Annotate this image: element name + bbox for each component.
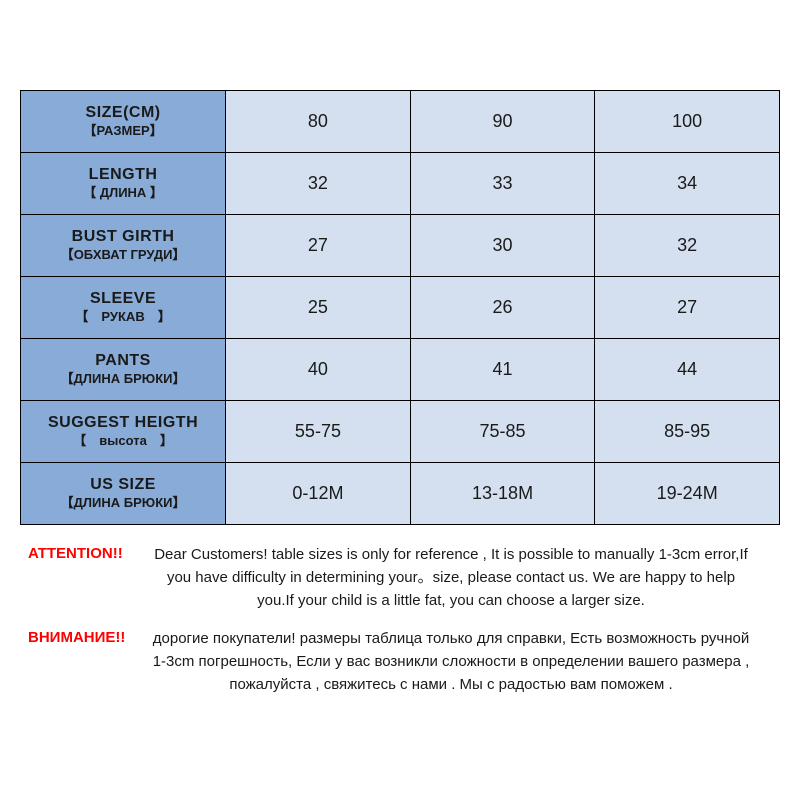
row-header-main: SIZE(CM) [22,104,224,122]
table-row: PANTS 【ДЛИНА БРЮКИ】404144 [21,338,780,400]
row-header-sub: 【 РУКАВ 】 [22,310,224,325]
data-cell: 27 [595,276,780,338]
row-header-sub: 【 высота 】 [22,434,224,449]
data-cell: 34 [595,152,780,214]
row-header-sub: 【ДЛИНА БРЮКИ】 [22,496,224,511]
note-en: ATTENTION!! Dear Customers! table sizes … [20,543,780,613]
row-header-main: SUGGEST HEIGTH [22,414,224,432]
row-header-sub: 【ОБХВАТ ГРУДИ】 [22,248,224,263]
size-chart-container: SIZE(CM)【РАЗМЕР】8090100LENGTH【 ДЛИНА 】32… [20,90,780,711]
data-cell: 27 [226,214,411,276]
data-cell: 30 [410,214,595,276]
row-header: SUGGEST HEIGTH 【 высота 】 [21,400,226,462]
data-cell: 13-18M [410,462,595,524]
data-cell: 40 [226,338,411,400]
row-header: PANTS 【ДЛИНА БРЮКИ】 [21,338,226,400]
table-row: SIZE(CM) 【РАЗМЕР】8090100 [21,90,780,152]
row-header-main: BUST GIRTH [22,228,224,246]
data-cell: 32 [595,214,780,276]
row-header: US SIZE 【ДЛИНА БРЮКИ】 [21,462,226,524]
row-header-main: US SIZE [22,476,224,494]
row-header: BUST GIRTH 【ОБХВАТ ГРУДИ】 [21,214,226,276]
size-table: SIZE(CM)【РАЗМЕР】8090100LENGTH【 ДЛИНА 】32… [20,90,780,525]
data-cell: 0-12M [226,462,411,524]
table-row: LENGTH 【 ДЛИНА 】323334 [21,152,780,214]
row-header: SLEEVE 【 РУКАВ 】 [21,276,226,338]
row-header-main: LENGTH [22,166,224,184]
row-header-sub: 【 ДЛИНА 】 [22,186,224,201]
data-cell: 75-85 [410,400,595,462]
attention-label-ru: ВНИМАНИЕ!! [20,627,152,697]
attention-label-en: ATTENTION!! [20,543,152,613]
attention-text-ru: дорогие покупатели! размеры таблица толь… [152,627,780,697]
data-cell: 85-95 [595,400,780,462]
row-header-main: SLEEVE [22,290,224,308]
note-ru: ВНИМАНИЕ!! дорогие покупатели! размеры т… [20,627,780,697]
row-header-sub: 【ДЛИНА БРЮКИ】 [22,372,224,387]
table-row: SUGGEST HEIGTH 【 высота 】55-7575-8585-95 [21,400,780,462]
table-row: US SIZE 【ДЛИНА БРЮКИ】0-12M13-18M19-24M [21,462,780,524]
data-cell: 44 [595,338,780,400]
notes-section: ATTENTION!! Dear Customers! table sizes … [20,543,780,697]
data-cell: 41 [410,338,595,400]
row-header-main: PANTS [22,352,224,370]
table-row: BUST GIRTH 【ОБХВАТ ГРУДИ】273032 [21,214,780,276]
attention-text-en: Dear Customers! table sizes is only for … [152,543,780,613]
row-header: LENGTH 【 ДЛИНА 】 [21,152,226,214]
data-cell: 32 [226,152,411,214]
data-cell: 19-24M [595,462,780,524]
data-cell: 33 [410,152,595,214]
row-header-sub: 【РАЗМЕР】 [22,124,224,139]
data-cell: 90 [410,90,595,152]
data-cell: 100 [595,90,780,152]
data-cell: 26 [410,276,595,338]
data-cell: 55-75 [226,400,411,462]
row-header: SIZE(CM) 【РАЗМЕР】 [21,90,226,152]
data-cell: 25 [226,276,411,338]
table-row: SLEEVE 【 РУКАВ 】252627 [21,276,780,338]
data-cell: 80 [226,90,411,152]
